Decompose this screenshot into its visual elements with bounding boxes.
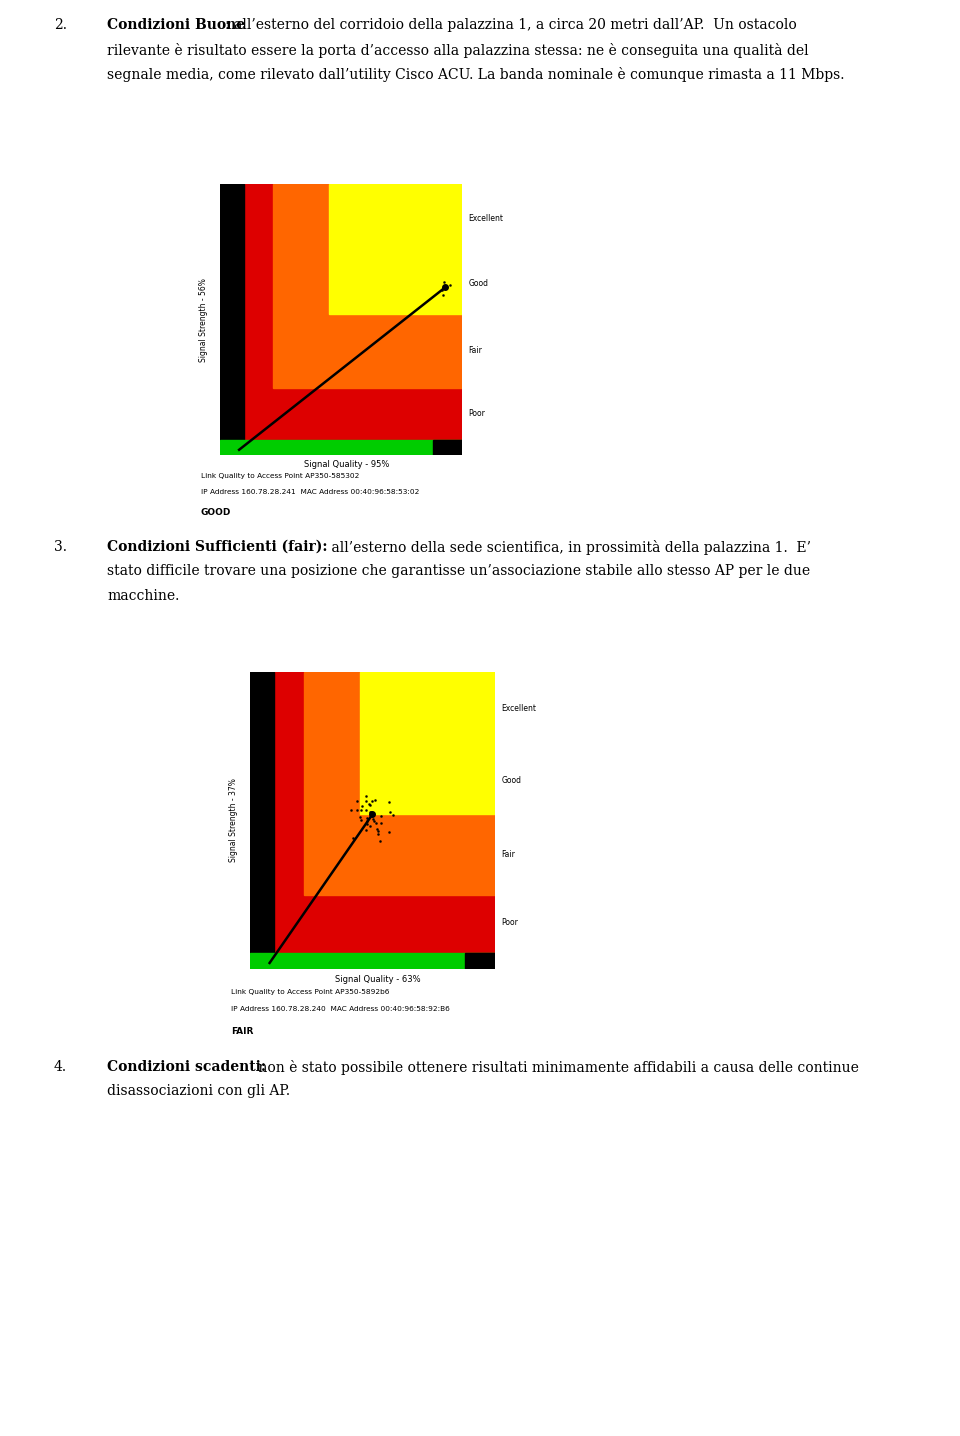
Text: FAIR: FAIR — [230, 1027, 253, 1037]
Bar — [273, 184, 462, 388]
Text: GOOD: GOOD — [201, 508, 231, 517]
Text: segnale media, come rilevato dall’utility Cisco ACU. La banda nominale è comunqu: segnale media, come rilevato dall’utilit… — [107, 67, 845, 82]
Text: Signal Strength - 56%: Signal Strength - 56% — [200, 279, 208, 362]
Text: Excellent: Excellent — [468, 214, 504, 223]
Text: Condizioni Buone: Condizioni Buone — [107, 19, 245, 32]
Text: rilevante è risultato essere la porta d’accesso alla palazzina stessa: ne è cons: rilevante è risultato essere la porta d’… — [107, 43, 808, 57]
Text: Fair: Fair — [468, 346, 483, 356]
Text: macchine.: macchine. — [107, 589, 180, 603]
Text: Link Quality to Access Point AP350-5892b6: Link Quality to Access Point AP350-5892b… — [230, 989, 389, 995]
Text: 3.: 3. — [54, 540, 67, 554]
Text: all’esterno della sede scientifica, in prossimità della palazzina 1.  E’: all’esterno della sede scientifica, in p… — [327, 540, 811, 554]
Text: Link Status: Link Status — [315, 167, 377, 177]
Text: Signal Quality - 95%: Signal Quality - 95% — [303, 461, 389, 470]
Text: : all’esterno del corridoio della palazzina 1, a circa 20 metri dall’AP.  Un ost: : all’esterno del corridoio della palazz… — [225, 19, 796, 32]
Text: Poor: Poor — [501, 919, 518, 928]
Text: IP Address 160.78.28.241  MAC Address 00:40:96:58:53:02: IP Address 160.78.28.241 MAC Address 00:… — [201, 488, 420, 495]
Bar — [329, 184, 462, 314]
Text: 2.: 2. — [54, 19, 67, 32]
Bar — [360, 672, 494, 814]
Text: non è stato possibile ottenere risultati minimamente affidabili a causa delle co: non è stato possibile ottenere risultati… — [253, 1060, 859, 1076]
Bar — [466, 952, 494, 969]
Text: Fair: Fair — [501, 850, 516, 859]
Bar — [220, 441, 462, 455]
Bar — [433, 441, 462, 455]
Bar — [304, 672, 494, 895]
Bar — [220, 184, 244, 455]
Text: Condizioni Sufficienti (fair):: Condizioni Sufficienti (fair): — [107, 540, 327, 554]
Bar — [250, 672, 275, 969]
Text: Good: Good — [468, 279, 489, 287]
Text: disassociazioni con gli AP.: disassociazioni con gli AP. — [107, 1084, 290, 1099]
Text: Link Quality to Access Point AP350-585302: Link Quality to Access Point AP350-58530… — [201, 474, 359, 480]
Text: Good: Good — [501, 775, 521, 785]
Text: stato difficile trovare una posizione che garantisse un’associazione stabile all: stato difficile trovare una posizione ch… — [107, 564, 810, 579]
Text: Signal Quality - 63%: Signal Quality - 63% — [335, 975, 420, 984]
Text: IP Address 160.78.28.240  MAC Address 00:40:96:58:92:B6: IP Address 160.78.28.240 MAC Address 00:… — [230, 1005, 449, 1012]
Text: Signal Strength - 37%: Signal Strength - 37% — [229, 778, 238, 862]
Text: Poor: Poor — [468, 409, 486, 418]
Text: Excellent: Excellent — [501, 705, 537, 714]
Text: Condizioni scadenti:: Condizioni scadenti: — [107, 1060, 266, 1074]
Text: Link Status Meter - [Enterprise]: Link Status Meter - [Enterprise] — [290, 653, 466, 663]
Bar — [250, 952, 494, 969]
Text: 4.: 4. — [54, 1060, 67, 1074]
